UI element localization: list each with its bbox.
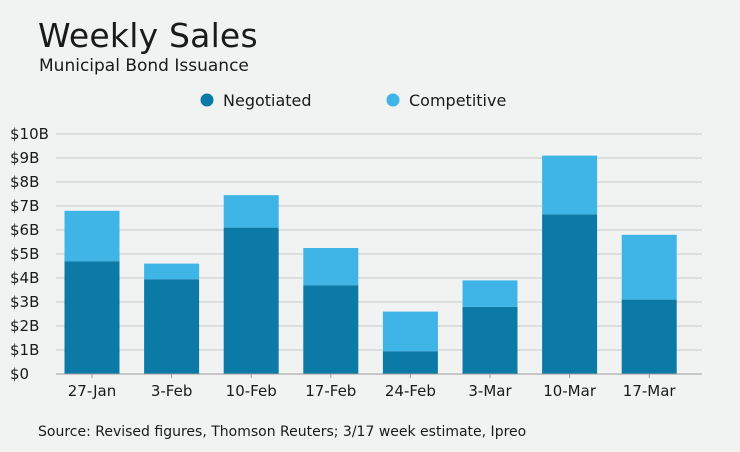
y-tick-label: $0 <box>10 365 29 383</box>
bar-competitive-17-mar <box>621 234 677 300</box>
y-tick-label: $3B <box>10 293 39 311</box>
bar-negotiated-3-feb <box>144 279 200 374</box>
legend-label-competitive: Competitive <box>409 91 506 110</box>
chart-title: Weekly Sales <box>38 16 258 55</box>
source-note: Source: Revised figures, Thomson Reuters… <box>38 424 527 440</box>
y-tick-label: $5B <box>10 245 39 263</box>
y-tick-label: $8B <box>10 173 39 191</box>
bar-negotiated-17-feb <box>303 285 359 374</box>
bar-negotiated-17-mar <box>621 299 677 374</box>
bars <box>64 155 677 374</box>
legend-swatch-negotiated <box>200 93 214 107</box>
y-tick-label: $10B <box>10 125 49 143</box>
y-axis-tick-labels: $0 $1B $2B $3B $4B $5B $6B $7B $8B $9B $10B <box>10 125 49 383</box>
bar-competitive-17-feb <box>303 248 359 286</box>
bar-negotiated-24-feb <box>382 351 438 374</box>
bar-competitive-3-mar <box>462 280 518 307</box>
chart-subtitle: Municipal Bond Issuance <box>39 56 249 76</box>
legend-swatch-competitive <box>386 93 400 107</box>
bar-competitive-10-feb <box>223 195 279 228</box>
x-tick-label: 3-Feb <box>151 382 193 400</box>
legend: Negotiated Competitive <box>200 91 506 110</box>
y-tick-label: $9B <box>10 149 39 167</box>
legend-item-competitive: Competitive <box>386 91 506 110</box>
y-tick-label: $7B <box>10 197 39 215</box>
x-tick-label: 17-Mar <box>623 382 677 400</box>
x-tick-label: 17-Feb <box>305 382 356 400</box>
x-tick-label: 10-Mar <box>543 382 597 400</box>
bar-negotiated-27-jan <box>64 261 120 374</box>
x-tick-label: 24-Feb <box>385 382 436 400</box>
bar-negotiated-3-mar <box>462 306 518 374</box>
bar-negotiated-10-mar <box>542 214 598 374</box>
legend-label-negotiated: Negotiated <box>223 91 312 110</box>
legend-item-negotiated: Negotiated <box>200 91 312 110</box>
bar-competitive-3-feb <box>144 263 200 280</box>
y-tick-label: $6B <box>10 221 39 239</box>
x-tick-label: 3-Mar <box>468 382 512 400</box>
bar-competitive-27-jan <box>64 210 120 262</box>
y-tick-label: $2B <box>10 317 39 335</box>
bar-negotiated-10-feb <box>223 227 279 374</box>
bar-competitive-24-feb <box>382 311 438 352</box>
x-tick-label: 27-Jan <box>68 382 116 400</box>
bar-competitive-10-mar <box>542 155 598 215</box>
x-axis-tick-labels: 27-Jan 3-Feb 10-Feb 17-Feb 24-Feb 3-Mar 10-Mar… <box>68 374 677 400</box>
y-tick-label: $4B <box>10 269 39 287</box>
x-tick-label: 10-Feb <box>226 382 277 400</box>
y-tick-label: $1B <box>10 341 39 359</box>
